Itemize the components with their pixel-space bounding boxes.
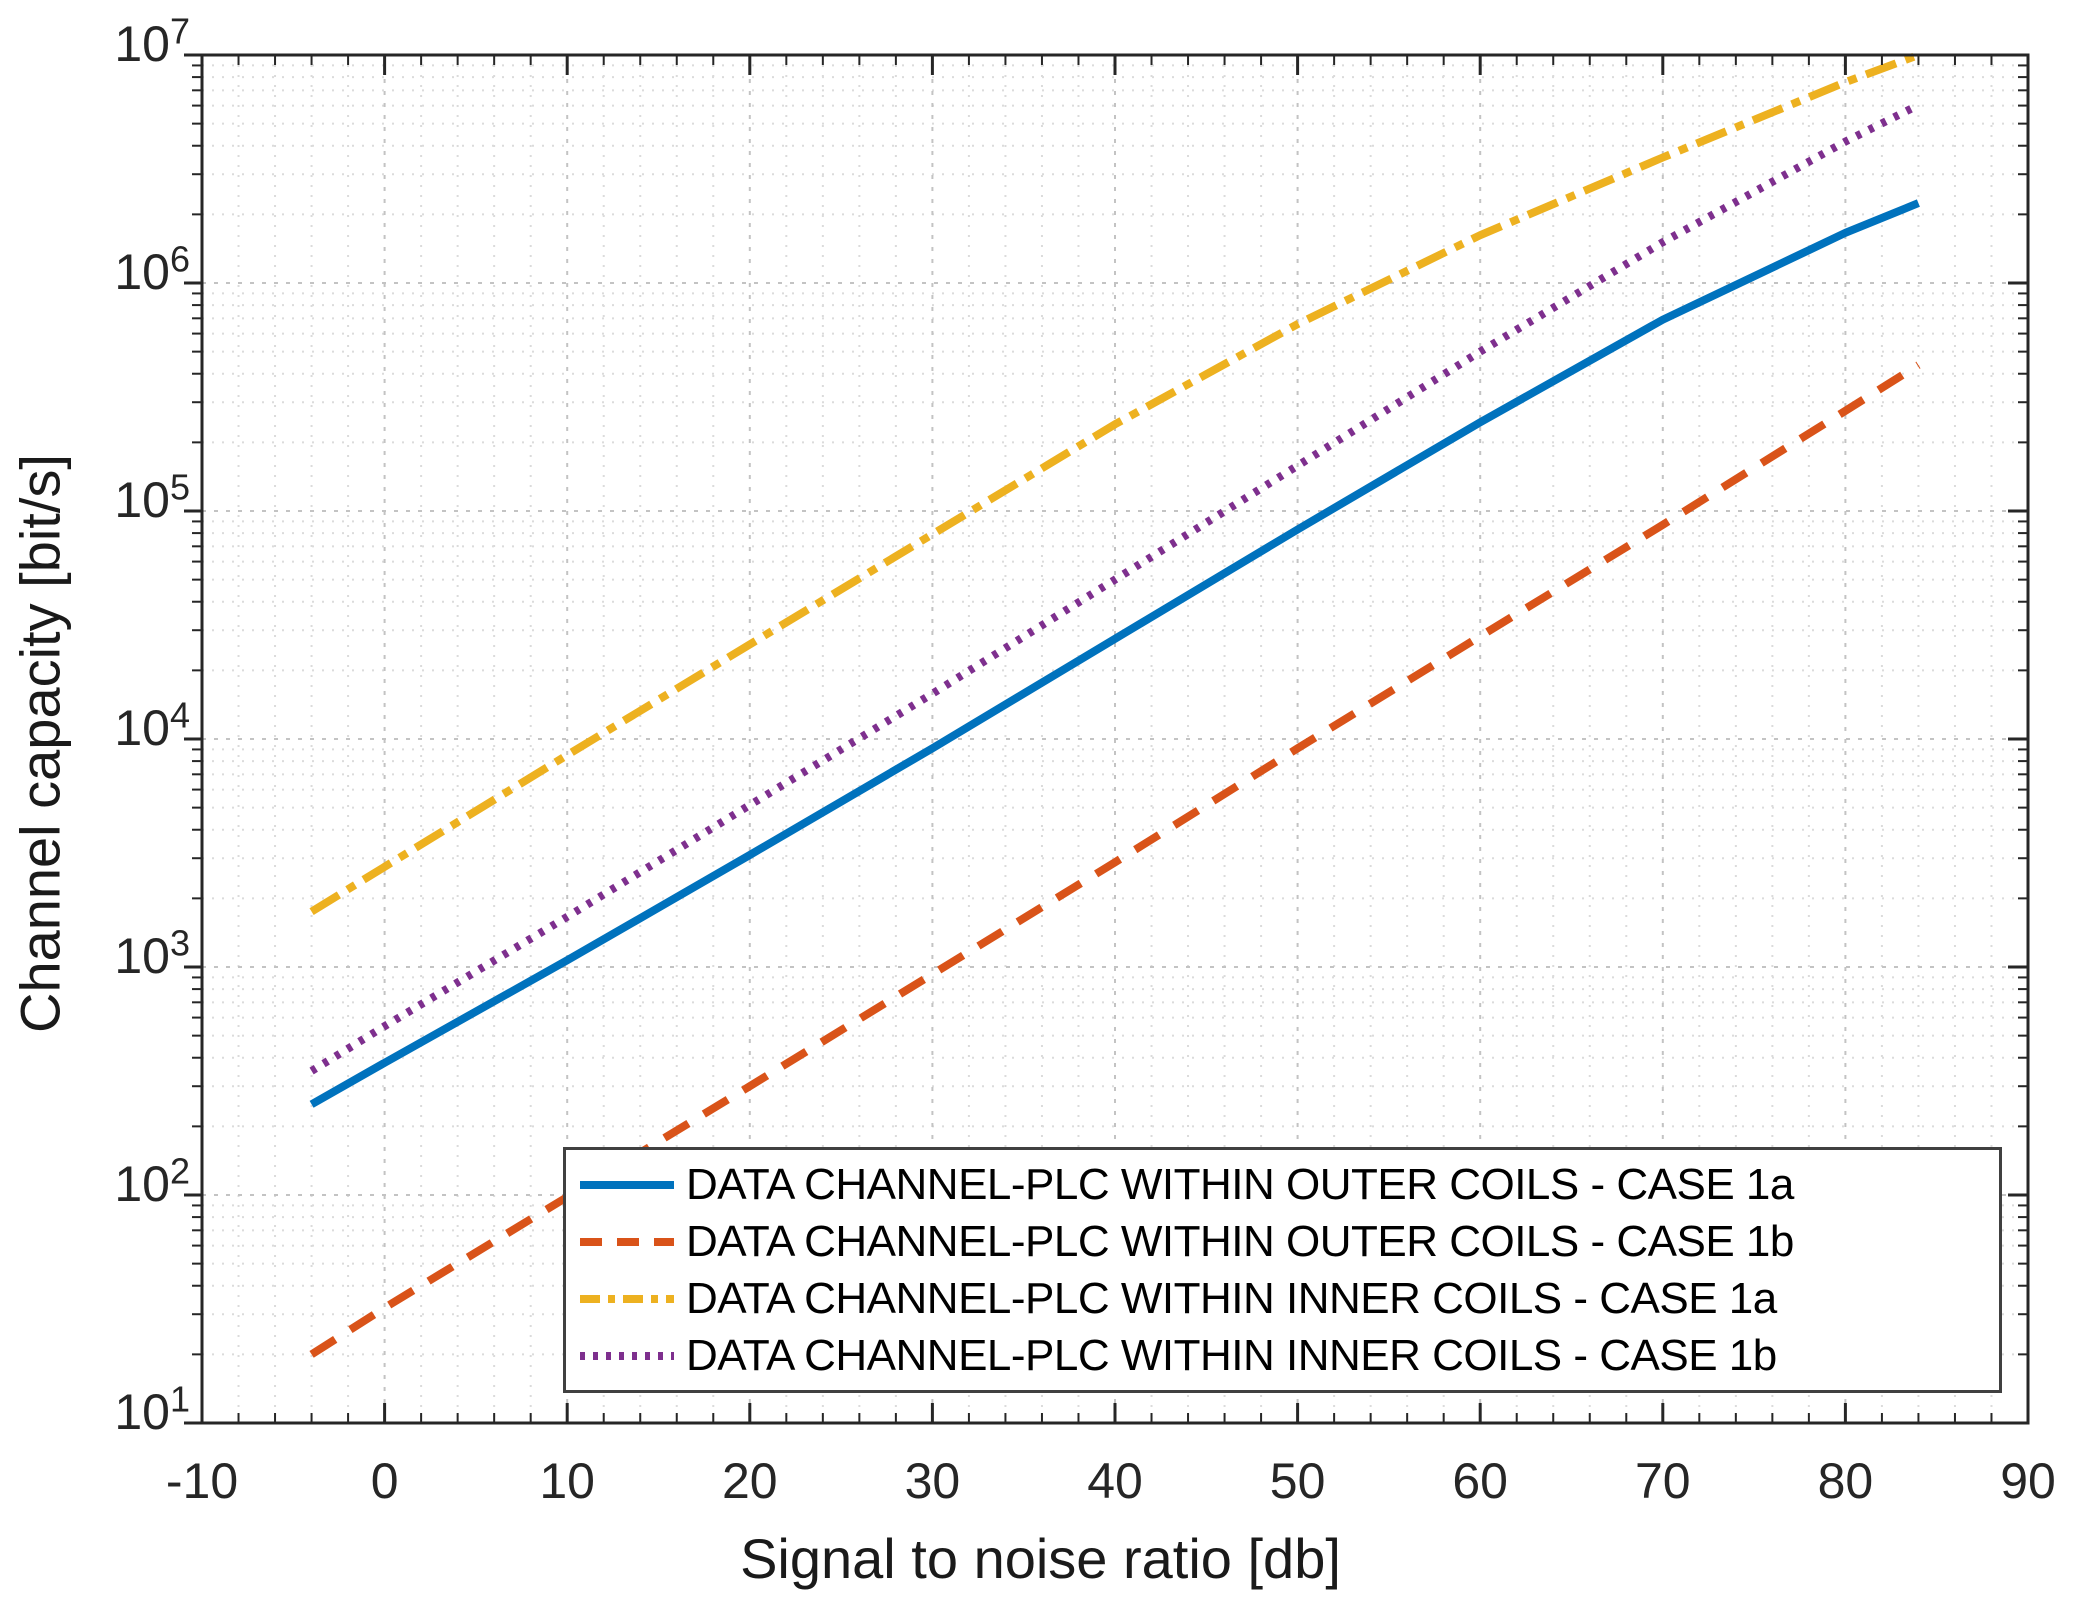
legend-line-sample-solid <box>580 1180 674 1189</box>
legend-line-sample-dashed <box>580 1237 674 1246</box>
x-tick-label: 60 <box>1452 1453 1508 1509</box>
x-tick-label: 10 <box>539 1453 595 1509</box>
legend-line-sample-dashdot <box>580 1294 674 1303</box>
x-tick-label: 50 <box>1269 1453 1326 1509</box>
legend-line-sample-dotted <box>580 1351 674 1360</box>
legend-label: DATA CHANNEL-PLC WITHIN OUTER COILS - CA… <box>686 1216 1794 1266</box>
x-tick-label: 20 <box>721 1453 778 1509</box>
y-tick-label: 101 <box>114 1378 190 1440</box>
legend-item: DATA CHANNEL-PLC WITHIN OUTER COILS - CA… <box>578 1214 1999 1270</box>
x-tick-label: 80 <box>1817 1453 1874 1509</box>
y-tick-label: 103 <box>114 922 190 984</box>
y-tick-label: 102 <box>114 1150 190 1212</box>
y-tick-label: 107 <box>114 10 190 72</box>
x-tick-label: 0 <box>370 1453 399 1509</box>
x-tick-label: 40 <box>1087 1453 1143 1509</box>
x-tick-label: 70 <box>1634 1453 1691 1509</box>
y-tick-label: 105 <box>114 466 190 528</box>
x-tick-label: 30 <box>904 1453 961 1509</box>
legend-item: DATA CHANNEL-PLC WITHIN INNER COILS - CA… <box>578 1328 1999 1384</box>
legend-label: DATA CHANNEL-PLC WITHIN INNER COILS - CA… <box>686 1273 1777 1323</box>
x-tick-label: 90 <box>2000 1453 2056 1509</box>
y-tick-label: 106 <box>114 238 190 300</box>
y-tick-label: 104 <box>114 694 190 756</box>
legend: DATA CHANNEL-PLC WITHIN OUTER COILS - CA… <box>563 1147 2002 1393</box>
legend-label: DATA CHANNEL-PLC WITHIN OUTER COILS - CA… <box>686 1159 1794 1209</box>
legend-label: DATA CHANNEL-PLC WITHIN INNER COILS - CA… <box>686 1330 1777 1380</box>
legend-item: DATA CHANNEL-PLC WITHIN OUTER COILS - CA… <box>578 1157 1999 1213</box>
x-axis-title: Signal to noise ratio [db] <box>740 1527 1341 1590</box>
legend-item: DATA CHANNEL-PLC WITHIN INNER COILS - CA… <box>578 1271 1999 1327</box>
x-tick-label: -10 <box>165 1453 239 1509</box>
